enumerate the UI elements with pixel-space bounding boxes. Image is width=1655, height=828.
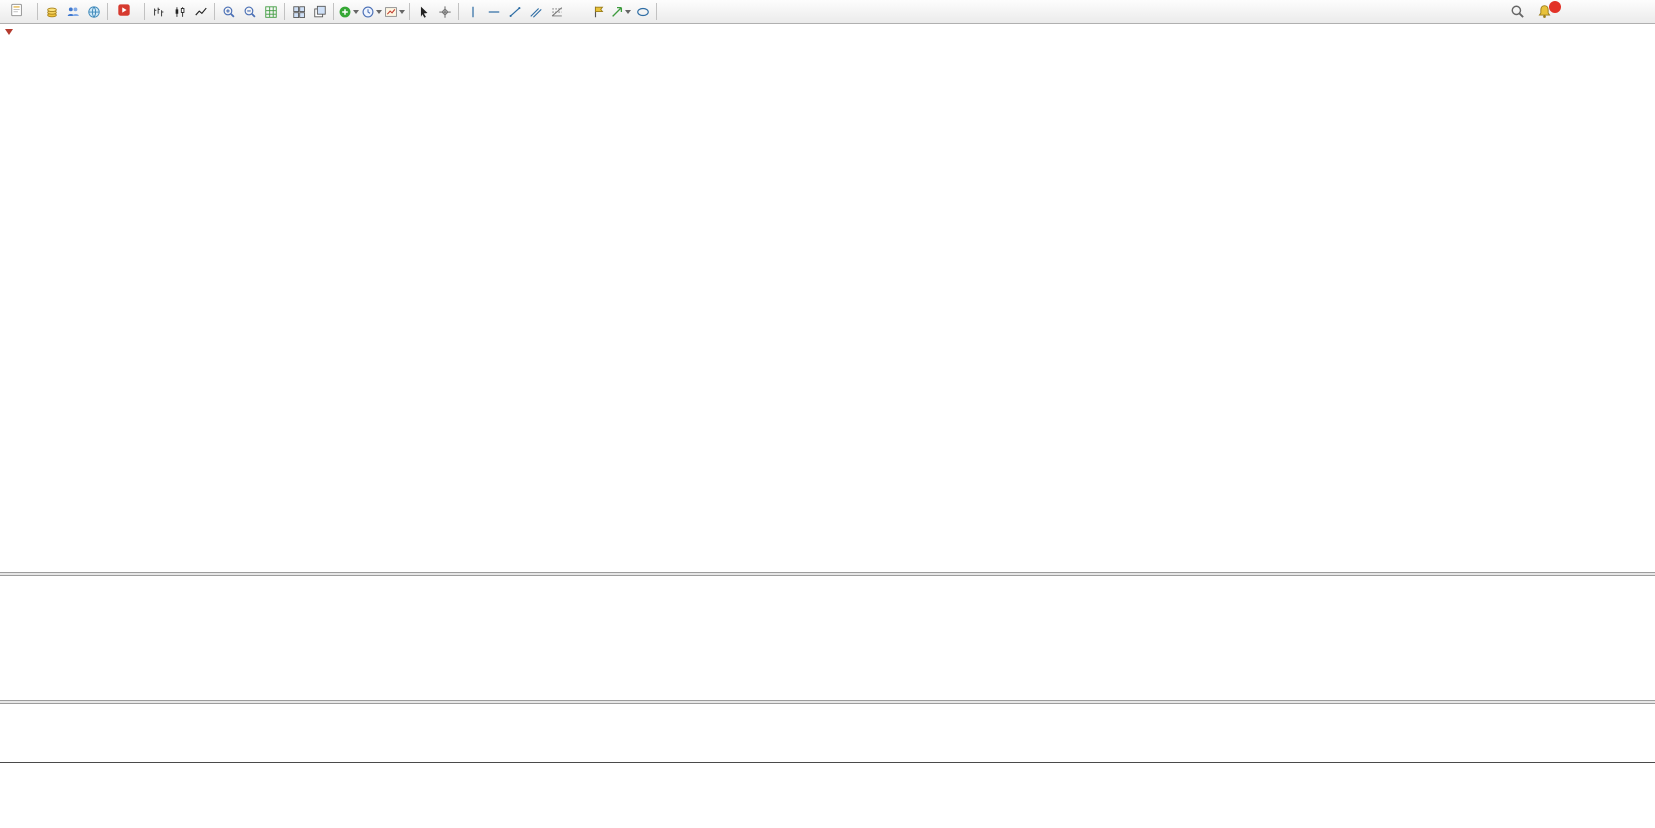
chevron-down-icon — [353, 9, 359, 14]
crosshair-button[interactable] — [434, 2, 455, 22]
chart-title — [5, 29, 21, 35]
new-order-icon — [10, 3, 24, 20]
trendline-icon — [508, 5, 522, 19]
notifications-button[interactable] — [1534, 0, 1561, 22]
cursor-button[interactable] — [413, 2, 434, 22]
text-tool[interactable] — [567, 2, 588, 22]
fibonacci-icon — [550, 5, 564, 19]
crosshair-icon — [438, 5, 452, 19]
panel-splitter[interactable] — [0, 700, 1655, 704]
toolbar-separator — [458, 3, 459, 20]
cursor-icon — [417, 5, 431, 19]
channel-icon — [529, 5, 543, 19]
horizontal-line-icon — [487, 5, 501, 19]
time-axis[interactable] — [0, 762, 1655, 782]
clock-icon — [361, 5, 375, 19]
main-toolbar — [0, 0, 1655, 24]
notification-badge[interactable] — [1549, 0, 1561, 13]
vertical-line-tool[interactable] — [462, 2, 483, 22]
periods-button[interactable] — [360, 2, 383, 22]
chevron-down-icon — [399, 9, 405, 14]
rsi-panel[interactable] — [0, 704, 1655, 762]
chart-line-button[interactable] — [190, 2, 211, 22]
auto-trading-icon — [117, 3, 131, 20]
channel-tool[interactable] — [525, 2, 546, 22]
chart-candles-button[interactable] — [169, 2, 190, 22]
bar-chart-icon — [152, 5, 166, 19]
chart-symbol-icon — [5, 29, 13, 35]
grid-icon — [264, 5, 278, 19]
shapes-tool[interactable] — [632, 2, 653, 22]
search-button[interactable] — [1507, 2, 1528, 22]
label-tool[interactable] — [588, 2, 609, 22]
toolbar-right-group — [1507, 0, 1561, 22]
auto-trading-button[interactable] — [111, 2, 141, 22]
zoom-out-button[interactable] — [239, 2, 260, 22]
toolbar-separator — [284, 3, 285, 20]
toolbar-separator — [107, 3, 108, 20]
globe-icon — [87, 5, 101, 19]
cascade-windows-button[interactable] — [309, 2, 330, 22]
chevron-down-icon — [376, 9, 382, 14]
windows-icon — [292, 5, 306, 19]
arrow-draw-icon — [610, 5, 624, 19]
macd-panel[interactable] — [0, 576, 1655, 700]
flag-label-icon — [592, 5, 606, 19]
indicators-button[interactable] — [337, 2, 360, 22]
tile-windows-button[interactable] — [288, 2, 309, 22]
chart-bars-button[interactable] — [148, 2, 169, 22]
template-chart-icon — [384, 5, 398, 19]
coins-icon — [45, 5, 59, 19]
zoom-in-icon — [222, 5, 236, 19]
templates-button[interactable] — [383, 2, 406, 22]
chevron-down-icon — [625, 9, 631, 14]
panel-splitter[interactable] — [0, 572, 1655, 576]
main-chart[interactable] — [0, 27, 1655, 572]
community-button[interactable] — [83, 2, 104, 22]
macd-label — [6, 579, 16, 590]
fibonacci-tool[interactable] — [546, 2, 567, 22]
toolbar-separator — [656, 3, 657, 20]
funds-button[interactable] — [41, 2, 62, 22]
vertical-line-icon — [466, 5, 480, 19]
search-icon — [1510, 4, 1525, 19]
toolbar-separator — [409, 3, 410, 20]
candlestick-chart-icon — [173, 5, 187, 19]
tile-grid-button[interactable] — [260, 2, 281, 22]
new-order-button[interactable] — [4, 2, 34, 22]
accounts-button[interactable] — [62, 2, 83, 22]
horizontal-line-tool[interactable] — [483, 2, 504, 22]
trendline-tool[interactable] — [504, 2, 525, 22]
rsi-label — [6, 707, 11, 718]
zoom-out-icon — [243, 5, 257, 19]
toolbar-separator — [214, 3, 215, 20]
toolbar-separator — [333, 3, 334, 20]
zoom-in-button[interactable] — [218, 2, 239, 22]
users-icon — [66, 5, 80, 19]
cascade-icon — [313, 5, 327, 19]
add-indicator-icon — [338, 5, 352, 19]
toolbar-separator — [37, 3, 38, 20]
toolbar-separator — [144, 3, 145, 20]
bell-icon — [1537, 4, 1552, 19]
arrows-tool[interactable] — [609, 2, 632, 22]
line-chart-icon — [194, 5, 208, 19]
ellipse-shape-icon — [636, 5, 650, 19]
